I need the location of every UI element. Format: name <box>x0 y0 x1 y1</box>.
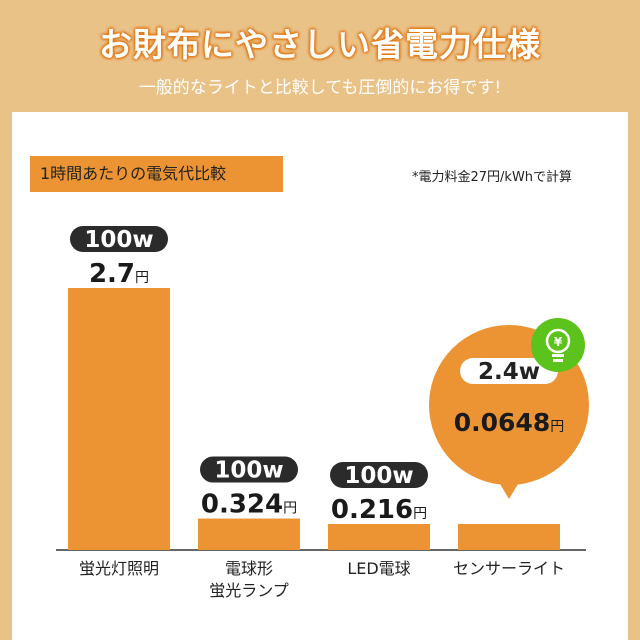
watt-pill-2 <box>330 462 428 488</box>
eco-icon-circle <box>531 318 585 372</box>
highlight-bubble-pointer <box>497 479 521 499</box>
chart-title-tag: 1時間あたりの電気代比較 <box>30 156 283 192</box>
page-subtitle: 一般的なライトと比較しても圧倒的にお得です! <box>138 78 502 98</box>
watt-label-2: 100w <box>344 463 413 489</box>
bar-3 <box>458 524 560 550</box>
bar-2 <box>328 524 430 550</box>
comparison-card: 1時間あたりの電気代比較 *電力料金27円/kWhで計算 100w 2.7円蛍光灯… <box>12 112 628 640</box>
value-label-3: 0.0648円 <box>454 408 564 437</box>
watt-pill-0 <box>70 226 168 252</box>
category-label-3-0: センサーライト <box>453 559 565 578</box>
category-label-1-1: 蛍光ランプ <box>209 581 289 600</box>
bulb-outline <box>545 328 571 354</box>
bulb-base-1 <box>552 354 564 357</box>
bar-0 <box>68 288 170 550</box>
value-label-1: 0.324円 <box>201 490 297 520</box>
yen-glyph: ¥ <box>554 335 563 349</box>
price-note: *電力料金27円/kWhで計算 <box>412 170 573 185</box>
value-label-0: 2.7円 <box>89 259 149 289</box>
watt-label-3: 2.4w <box>478 359 540 385</box>
watt-pill-3 <box>460 358 558 384</box>
value-label-2: 0.216円 <box>331 495 427 525</box>
watt-pill-1 <box>200 456 298 483</box>
bar-1 <box>198 518 300 550</box>
watt-label-0: 100w <box>84 227 153 253</box>
category-label-1-0: 電球形 <box>225 559 273 578</box>
category-label-2-0: LED電球 <box>347 559 410 578</box>
category-label-0-0: 蛍光灯照明 <box>79 559 159 578</box>
bulb-base-2 <box>553 359 563 362</box>
yen-lightbulb-icon: ¥ <box>531 318 585 372</box>
watt-label-1: 100w <box>214 458 283 484</box>
page-title: お財布にやさしい省電力仕様 <box>99 25 541 64</box>
